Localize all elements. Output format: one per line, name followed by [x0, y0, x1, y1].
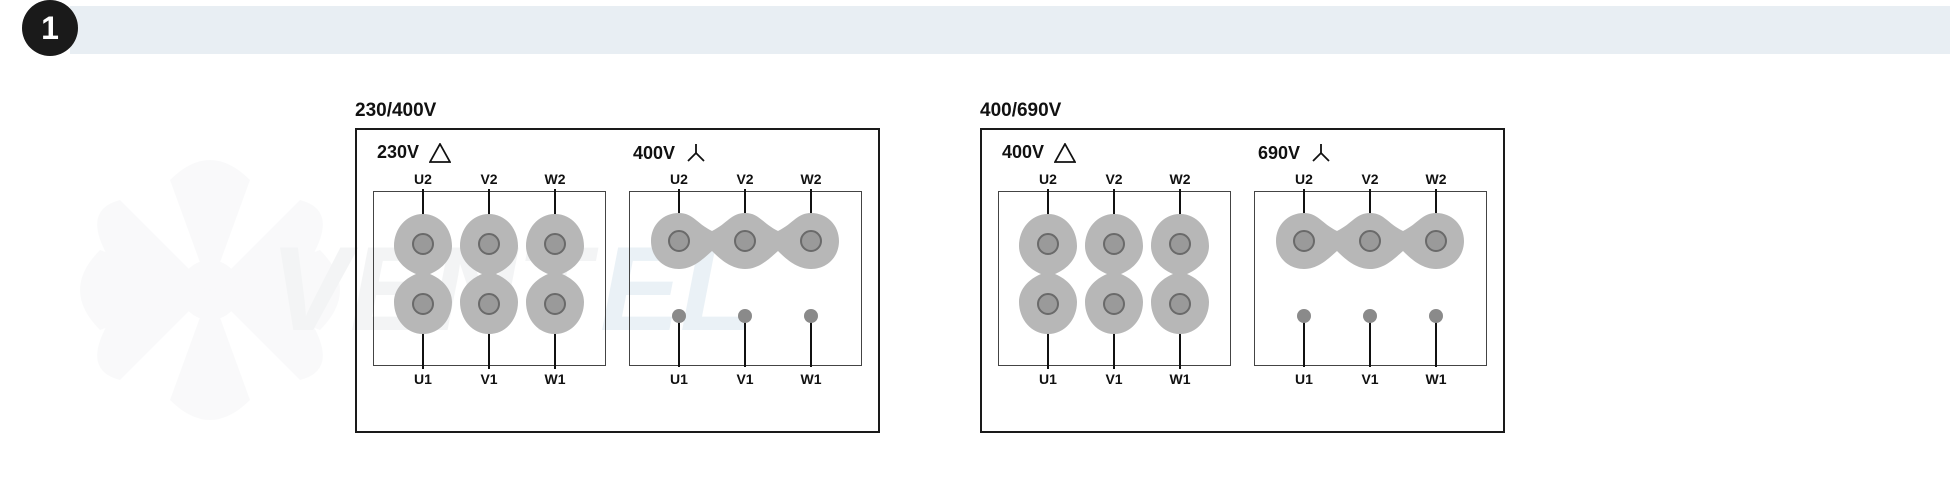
bridge-vertical: [460, 209, 518, 339]
terminal-dot: [672, 309, 686, 323]
star-symbol-icon: [685, 142, 707, 164]
bridge-vertical: [1019, 209, 1077, 339]
wire: [1369, 319, 1371, 367]
step-number-badge: 1: [22, 0, 78, 56]
config-voltage: 400V: [1002, 142, 1044, 163]
wire: [1435, 319, 1437, 367]
terminal-label-bottom: W1: [1421, 371, 1451, 387]
terminal-label-bottom: V1: [1355, 371, 1385, 387]
terminal-label-top: U2: [664, 171, 694, 187]
bridge-vertical: [526, 209, 584, 339]
bridge-vertical: [1151, 209, 1209, 339]
config-label: 690V: [1258, 142, 1332, 164]
terminal-label-top: W2: [540, 171, 570, 187]
bridge-vertical: [394, 209, 452, 339]
terminal-label-bottom: V1: [474, 371, 504, 387]
group-title: 230/400V: [355, 100, 436, 122]
wire: [678, 319, 680, 367]
terminal-label-top: U2: [408, 171, 438, 187]
config-voltage: 230V: [377, 142, 419, 163]
terminal-label-bottom: U1: [408, 371, 438, 387]
group-title: 400/690V: [980, 100, 1061, 122]
terminal-dot: [1297, 309, 1311, 323]
star-symbol-icon: [1310, 142, 1332, 164]
terminal-label-top: V2: [474, 171, 504, 187]
config-label: 400V: [633, 142, 707, 164]
terminal-label-top: V2: [1099, 171, 1129, 187]
bridge-vertical: [1085, 209, 1143, 339]
terminal-label-bottom: U1: [1289, 371, 1319, 387]
terminal-label-bottom: W1: [540, 371, 570, 387]
config-label: 230V: [377, 142, 451, 163]
terminal-dot: [804, 309, 818, 323]
config-voltage: 400V: [633, 143, 675, 164]
terminal-dot: [1363, 309, 1377, 323]
delta-symbol-icon: [1054, 143, 1076, 163]
bridge-horizontal: [1260, 211, 1460, 271]
terminal-label-top: W2: [1165, 171, 1195, 187]
terminal-label-bottom: V1: [730, 371, 760, 387]
terminal-label-bottom: U1: [664, 371, 694, 387]
bridge-horizontal: [635, 211, 835, 271]
header-bar: [70, 6, 1950, 54]
terminal-label-top: W2: [796, 171, 826, 187]
terminal-label-bottom: W1: [796, 371, 826, 387]
terminal-label-top: V2: [1355, 171, 1385, 187]
terminal-label-bottom: U1: [1033, 371, 1063, 387]
fan-icon: [80, 160, 340, 420]
delta-symbol-icon: [429, 143, 451, 163]
step-number: 1: [41, 10, 59, 47]
wire: [744, 319, 746, 367]
terminal-label-top: W2: [1421, 171, 1451, 187]
terminal-label-bottom: V1: [1099, 371, 1129, 387]
config-label: 400V: [1002, 142, 1076, 163]
terminal-label-top: U2: [1289, 171, 1319, 187]
terminal-label-top: V2: [730, 171, 760, 187]
terminal-label-bottom: W1: [1165, 371, 1195, 387]
terminal-dot: [738, 309, 752, 323]
terminal-label-top: U2: [1033, 171, 1063, 187]
terminal-dot: [1429, 309, 1443, 323]
config-voltage: 690V: [1258, 143, 1300, 164]
wire: [810, 319, 812, 367]
wire: [1303, 319, 1305, 367]
